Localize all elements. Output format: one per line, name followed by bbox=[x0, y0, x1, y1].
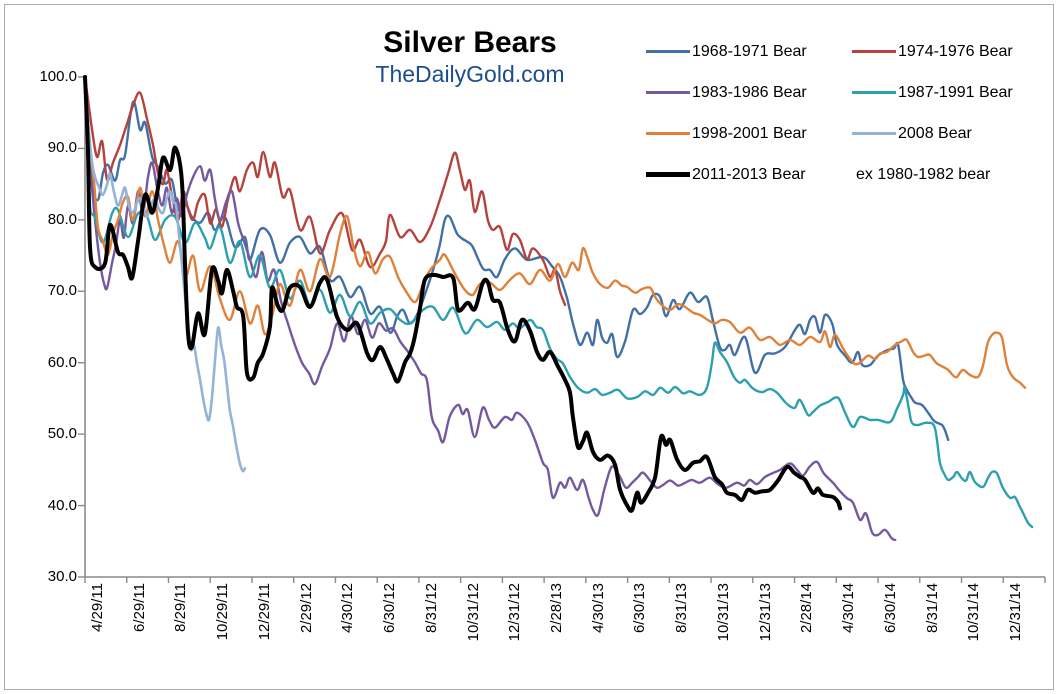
x-axis-label: 4/30/14 bbox=[840, 583, 858, 634]
x-axis-label: 6/30/13 bbox=[631, 583, 649, 634]
legend-swatch bbox=[852, 50, 896, 53]
x-axis-label: 12/31/13 bbox=[756, 583, 774, 642]
y-axis-label: 80.0 bbox=[47, 210, 77, 228]
series-line-2011-2013-bear bbox=[83, 75, 843, 513]
legend-swatch bbox=[646, 50, 690, 53]
legend-label: 1998-2001 Bear bbox=[692, 124, 807, 142]
x-axis-label: 10/29/11 bbox=[214, 583, 232, 641]
chart-title: Silver Bears bbox=[383, 26, 557, 59]
x-axis-label: 6/30/12 bbox=[381, 583, 399, 634]
title-block: Silver Bears TheDailyGold.com bbox=[255, 26, 685, 88]
legend-label: ex 1980-1982 bear bbox=[856, 165, 991, 183]
series-line-1998-2001-bear bbox=[83, 75, 1027, 389]
series-line-1974-1976-bear bbox=[83, 75, 567, 307]
x-axis-label: 4/29/11 bbox=[88, 583, 106, 632]
x-axis-label: 4/30/13 bbox=[589, 583, 607, 634]
legend-label: 1983-1986 Bear bbox=[692, 83, 807, 101]
x-axis-label: 2/28/13 bbox=[548, 583, 565, 634]
legend-item-1968-1971-bear: 1968-1971 Bear bbox=[646, 31, 852, 72]
y-axis-label: 100.0 bbox=[39, 68, 77, 85]
legend-label: 2008 Bear bbox=[898, 124, 972, 142]
x-axis-label: 12/29/11 bbox=[255, 583, 273, 641]
x-axis-label: 10/31/13 bbox=[714, 583, 732, 642]
legend-item-1998-2001-bear: 1998-2001 Bear bbox=[646, 113, 852, 154]
legend-item-1987-1991-bear: 1987-1991 Bear bbox=[852, 72, 1058, 113]
x-axis-label: 8/31/14 bbox=[923, 583, 941, 634]
series-line-1968-1971-bear bbox=[83, 75, 950, 442]
y-axis-label: 30.0 bbox=[47, 568, 77, 585]
legend-label: 2011-2013 Bear bbox=[692, 165, 806, 183]
x-axis-label: 10/31/14 bbox=[965, 583, 983, 642]
legend-item-2011-2013-bear: 2011-2013 Bear bbox=[646, 154, 852, 195]
x-axis-label: 8/31/13 bbox=[673, 583, 691, 634]
legend-swatch bbox=[646, 91, 690, 94]
x-axis-label: 8/29/11 bbox=[172, 583, 190, 632]
x-axis-label: 8/31/12 bbox=[422, 583, 440, 634]
x-axis-label: 4/30/12 bbox=[339, 583, 357, 634]
x-axis-label: 2/28/14 bbox=[798, 583, 816, 634]
legend-swatch bbox=[852, 132, 896, 135]
x-axis-label: 12/31/12 bbox=[506, 583, 524, 642]
y-axis-label: 60.0 bbox=[47, 353, 77, 371]
legend-label: 1968-1971 Bear bbox=[692, 42, 807, 60]
legend-label: 1974-1976 Bear bbox=[898, 42, 1013, 60]
legend-swatch bbox=[646, 132, 690, 135]
legend-label: 1987-1991 Bear bbox=[898, 83, 1013, 101]
x-axis-label: 12/31/14 bbox=[1007, 583, 1025, 642]
y-axis-label: 70.0 bbox=[47, 282, 77, 300]
y-axis-label: 40.0 bbox=[47, 496, 77, 514]
x-axis-label: 6/29/11 bbox=[130, 583, 148, 632]
legend-item-2008-bear: 2008 Bear bbox=[852, 113, 1058, 154]
x-axis-label: 2/29/12 bbox=[297, 583, 315, 634]
y-axis-label: 90.0 bbox=[47, 139, 77, 157]
legend-swatch bbox=[852, 91, 896, 94]
x-axis-label: 10/31/12 bbox=[464, 583, 482, 642]
series-line-2008-bear bbox=[83, 75, 247, 473]
legend-item-1983-1986-bear: 1983-1986 Bear bbox=[646, 72, 852, 113]
x-axis-label: 6/30/14 bbox=[881, 583, 899, 634]
chart-subtitle: TheDailyGold.com bbox=[375, 61, 565, 87]
y-axis-label: 50.0 bbox=[47, 425, 77, 443]
legend-note: ex 1980-1982 bear bbox=[852, 154, 1058, 195]
series-line-1987-1991-bear bbox=[83, 75, 1034, 529]
legend-swatch bbox=[646, 172, 690, 177]
legend: 1968-1971 Bear 1974-1976 Bear 1983-1986 Be… bbox=[646, 31, 1058, 195]
legend-item-1974-1976-bear: 1974-1976 Bear bbox=[852, 31, 1058, 72]
